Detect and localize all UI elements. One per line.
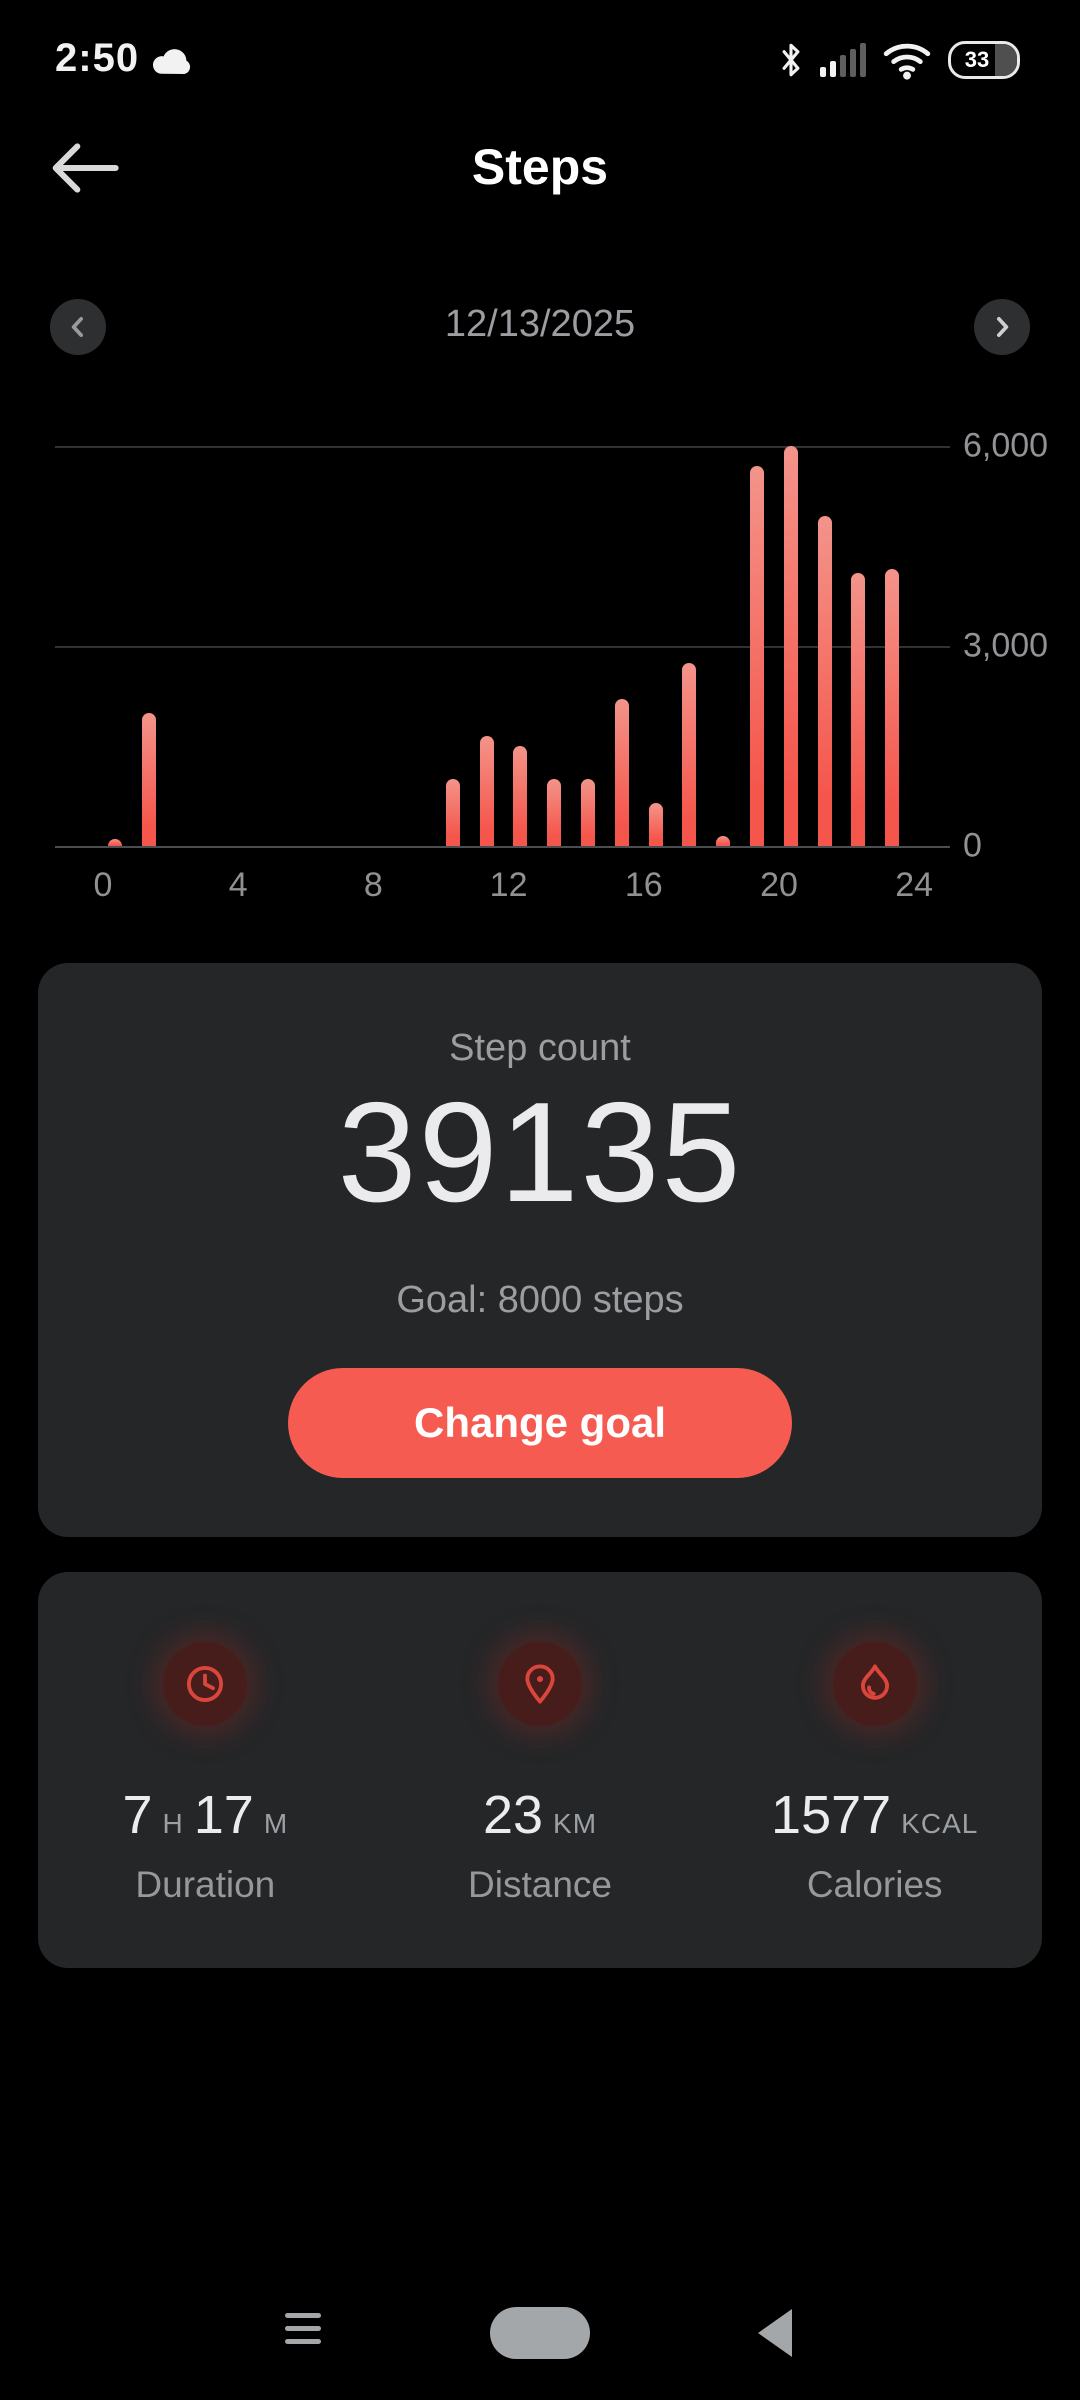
step-count-card: Step count 39135 Goal: 8000 steps Change… — [38, 963, 1042, 1537]
stat-unit: KCAL — [901, 1808, 979, 1839]
stat-value: 23 — [482, 1785, 544, 1845]
duration-value: 7 H 17 M — [122, 1784, 288, 1854]
chart-bar-hour-18 — [716, 836, 731, 846]
next-day-button[interactable] — [974, 299, 1030, 355]
selected-date: 12/13/2025 — [444, 303, 636, 345]
duration-label: Duration — [135, 1864, 276, 1905]
clock-time: 2:50 — [55, 36, 140, 80]
stat-value: 1577 — [771, 1785, 892, 1845]
stats-row: 7 H 17 M Duration 23 KM Distance 1577 KCAL Ca… — [38, 1572, 1042, 1968]
menu-button[interactable] — [285, 2313, 321, 2344]
x-axis-label: 24 — [895, 866, 934, 904]
y-axis-label: 3,000 — [963, 626, 1049, 665]
wifi-icon — [882, 40, 932, 80]
stat-unit: KM — [553, 1808, 598, 1839]
battery-fill — [995, 44, 1017, 76]
chart-gridline — [55, 646, 950, 648]
chart-gridline — [55, 446, 950, 448]
calories-value: 1577 KCAL — [771, 1784, 978, 1854]
chevron-left-icon — [71, 317, 83, 337]
stat-value: 17 — [193, 1785, 254, 1845]
x-axis-label: 16 — [624, 866, 663, 904]
chart-bar-hour-12 — [513, 746, 528, 846]
y-axis-label: 6,000 — [963, 426, 1049, 465]
step-count-title: Step count — [449, 1027, 631, 1069]
battery-percent: 33 — [964, 47, 990, 72]
chart-bar-hour-1 — [141, 712, 156, 846]
status-icons: 33 — [778, 30, 1020, 90]
chart-bar-hour-20 — [783, 446, 798, 846]
bluetooth-icon — [778, 41, 804, 79]
change-goal-button[interactable]: Change goal — [288, 1368, 792, 1478]
chart-bar-hour-10 — [445, 779, 460, 846]
step-goal-text: Goal: 8000 steps — [396, 1279, 684, 1321]
chart-bar-hour-19 — [750, 466, 765, 846]
weather-cloud-icon — [150, 44, 196, 76]
battery-icon: 33 — [948, 41, 1020, 79]
home-button[interactable] — [490, 2307, 590, 2359]
chart-gridline — [55, 846, 950, 848]
activity-stats-card: 7 H 17 M Duration 23 KM Distance 1577 KCAL Ca… — [38, 1572, 1042, 1968]
x-axis-label: 4 — [228, 866, 248, 904]
x-axis-label: 20 — [760, 866, 798, 904]
distance-value: 23 KM — [483, 1784, 597, 1854]
android-nav-bar — [0, 2295, 1080, 2375]
chart-bar-hour-22 — [851, 572, 866, 846]
stat-value: 7 — [122, 1785, 153, 1845]
chart-bar-hour-17 — [682, 662, 697, 846]
stat-unit: H — [162, 1808, 184, 1839]
chart-bar-hour-23 — [885, 569, 900, 846]
flame-icon — [832, 1642, 917, 1726]
chart-bar-hour-16 — [648, 802, 663, 846]
distance-label: Distance — [468, 1864, 612, 1905]
chart-bar-hour-14 — [581, 779, 596, 846]
previous-day-button[interactable] — [50, 299, 106, 355]
status-bar: 2:50 33 — [0, 30, 1080, 90]
x-axis-label: 12 — [489, 866, 528, 904]
x-axis-label: 0 — [93, 866, 113, 904]
chevron-right-icon — [997, 317, 1009, 337]
x-axis-label: 8 — [363, 866, 383, 904]
hourly-steps-chart: 6,000 3,000 0 0 4 8 12 16 20 24 — [0, 0, 1080, 950]
android-back-button[interactable] — [758, 2309, 792, 2357]
distance-stat: 23 KM Distance — [373, 1572, 708, 1968]
clock-icon — [163, 1642, 248, 1726]
duration-stat: 7 H 17 M Duration — [38, 1572, 373, 1968]
calories-label: Calories — [806, 1864, 943, 1905]
chart-bar-hour-11 — [479, 736, 494, 846]
page-title: Steps — [471, 139, 609, 195]
y-axis-label: 0 — [963, 826, 982, 865]
chart-bar-hour-21 — [817, 516, 832, 846]
location-pin-icon — [498, 1642, 582, 1726]
step-count-value: 39135 — [337, 1073, 743, 1232]
chart-bar-hour-15 — [614, 699, 629, 846]
stat-unit: M — [263, 1808, 289, 1839]
chart-bar-hour-0 — [107, 839, 122, 846]
chart-bar-hour-13 — [547, 779, 562, 846]
back-button[interactable] — [46, 136, 130, 200]
calories-stat: 1577 KCAL Calories — [707, 1572, 1042, 1968]
signal-strength-icon — [820, 43, 866, 77]
back-arrow-icon — [52, 143, 119, 193]
